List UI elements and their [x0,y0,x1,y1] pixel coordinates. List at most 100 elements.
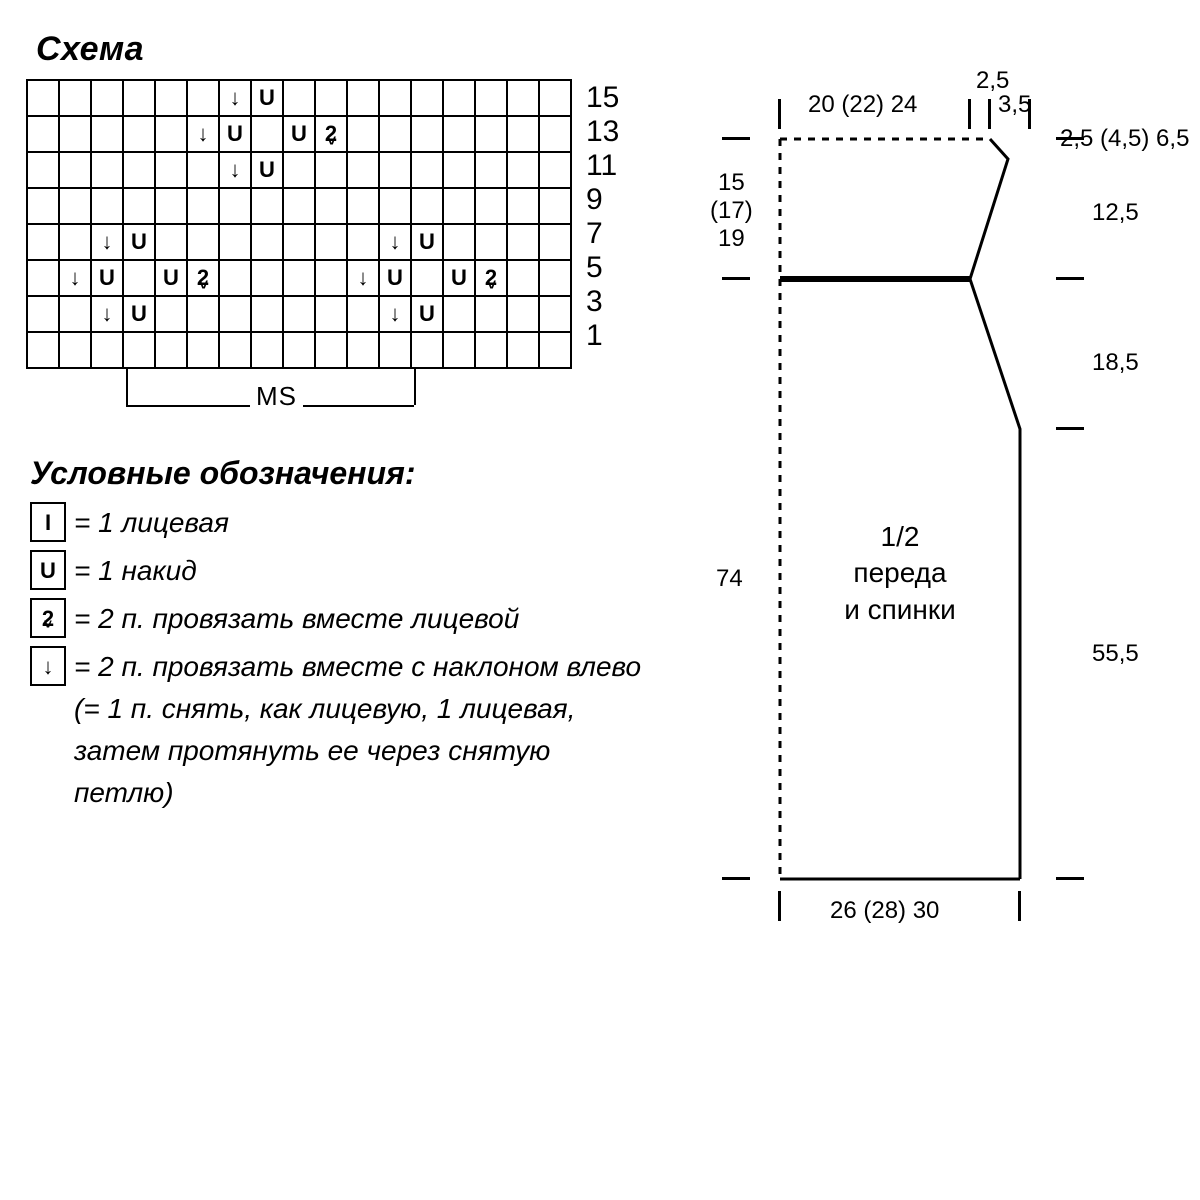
chart-cell: U [91,260,123,296]
chart-cell [379,80,411,116]
legend-row: I= 1 лицевая [30,502,650,544]
chart-cell [539,296,571,332]
left-column: ↓U↓UU2˅↓U↓U↓U↓UU2˅↓UU2˅↓U↓U 15131197531 … [30,79,650,820]
chart-cell: U [411,224,443,260]
chart-cell [539,260,571,296]
chart-cell [507,80,539,116]
chart-cell [155,80,187,116]
chart-cell [443,116,475,152]
chart-cell: ↓ [379,296,411,332]
schematic-tick [722,877,750,880]
ms-repeat-bar: MS [30,369,650,409]
chart-cell [539,224,571,260]
chart-cell [539,80,571,116]
schematic-tick [1018,891,1021,921]
schematic-tick [1056,137,1084,140]
chart-cell: ↓ [347,260,379,296]
chart-cell: U [443,260,475,296]
chart-cell [27,188,59,224]
chart-cell [443,224,475,260]
chart-cell [443,296,475,332]
chart-cell [187,332,219,368]
chart-cell [251,224,283,260]
chart-cell [315,224,347,260]
chart-cell: ↓ [219,152,251,188]
chart-cell [251,260,283,296]
chart-cell [411,260,443,296]
legend-text: = 2 п. провязать вместе с наклоном влево… [74,646,650,814]
schematic-label: 12,5 [1092,199,1139,227]
chart-cell: U [379,260,411,296]
chart-cell [91,116,123,152]
schematic-label: 15(17)19 [710,169,753,253]
chart-cell [219,224,251,260]
chart-cell [27,332,59,368]
schematic-tick [1056,277,1084,280]
chart-cell [219,332,251,368]
chart-cell: U [123,224,155,260]
chart-cell [91,188,123,224]
legend-row: U= 1 накид [30,550,650,592]
chart-cell [507,296,539,332]
chart-cell [91,152,123,188]
chart-cell [251,332,283,368]
schematic-label: 20 (22) 24 [808,91,917,119]
chart-cell [539,152,571,188]
chart-cell [379,188,411,224]
chart-cell: U [251,152,283,188]
chart-cell [347,116,379,152]
chart-cell [347,224,379,260]
chart-cell [187,296,219,332]
chart-cell [443,152,475,188]
chart-cell: U [123,296,155,332]
row-number: 5 [586,251,619,285]
chart-cell [475,332,507,368]
chart-cell: 2˅ [315,116,347,152]
chart-cell [155,152,187,188]
chart-cell: U [219,116,251,152]
chart-cell [91,80,123,116]
row-number: 7 [586,217,619,251]
chart-cell [347,296,379,332]
chart-cell [283,260,315,296]
chart-cell [59,332,91,368]
legend-symbol: ↓ [30,646,66,686]
chart-cell [123,260,155,296]
chart-cell [443,332,475,368]
chart-cell [27,224,59,260]
chart-cell [379,152,411,188]
row-number: 9 [586,183,619,217]
schematic-tick [1056,427,1084,430]
chart-cell [251,116,283,152]
schematic-tick [988,99,991,129]
layout: ↓U↓UU2˅↓U↓U↓U↓UU2˅↓UU2˅↓U↓U 15131197531 … [30,79,1170,949]
chart-cell [283,332,315,368]
chart-cell [155,296,187,332]
chart-cell [507,188,539,224]
chart-cell [59,116,91,152]
ms-label: MS [250,381,303,412]
chart-cell: ↓ [91,296,123,332]
chart-cell [27,260,59,296]
chart-cell [443,80,475,116]
chart-cell: U [411,296,443,332]
legend-text: = 1 лицевая [74,502,650,544]
chart-cell: U [155,260,187,296]
chart-cell [347,80,379,116]
ms-bracket-right [414,369,416,405]
schematic-label: 26 (28) 30 [830,897,939,925]
schematic: 20 (22) 242,53,52,5 (4,5) 6,512,518,555,… [700,49,1130,949]
chart-cell [507,260,539,296]
chart-cell [123,188,155,224]
chart-cell [315,296,347,332]
chart-cell: ↓ [219,80,251,116]
chart-cell [123,80,155,116]
chart-cell [347,152,379,188]
chart-cell [27,116,59,152]
chart-cell [59,152,91,188]
schematic-label: 3,5 [998,91,1031,119]
chart-cell [123,332,155,368]
legend-symbol: U [30,550,66,590]
row-number: 11 [586,149,619,183]
row-numbers: 15131197531 [586,79,619,353]
